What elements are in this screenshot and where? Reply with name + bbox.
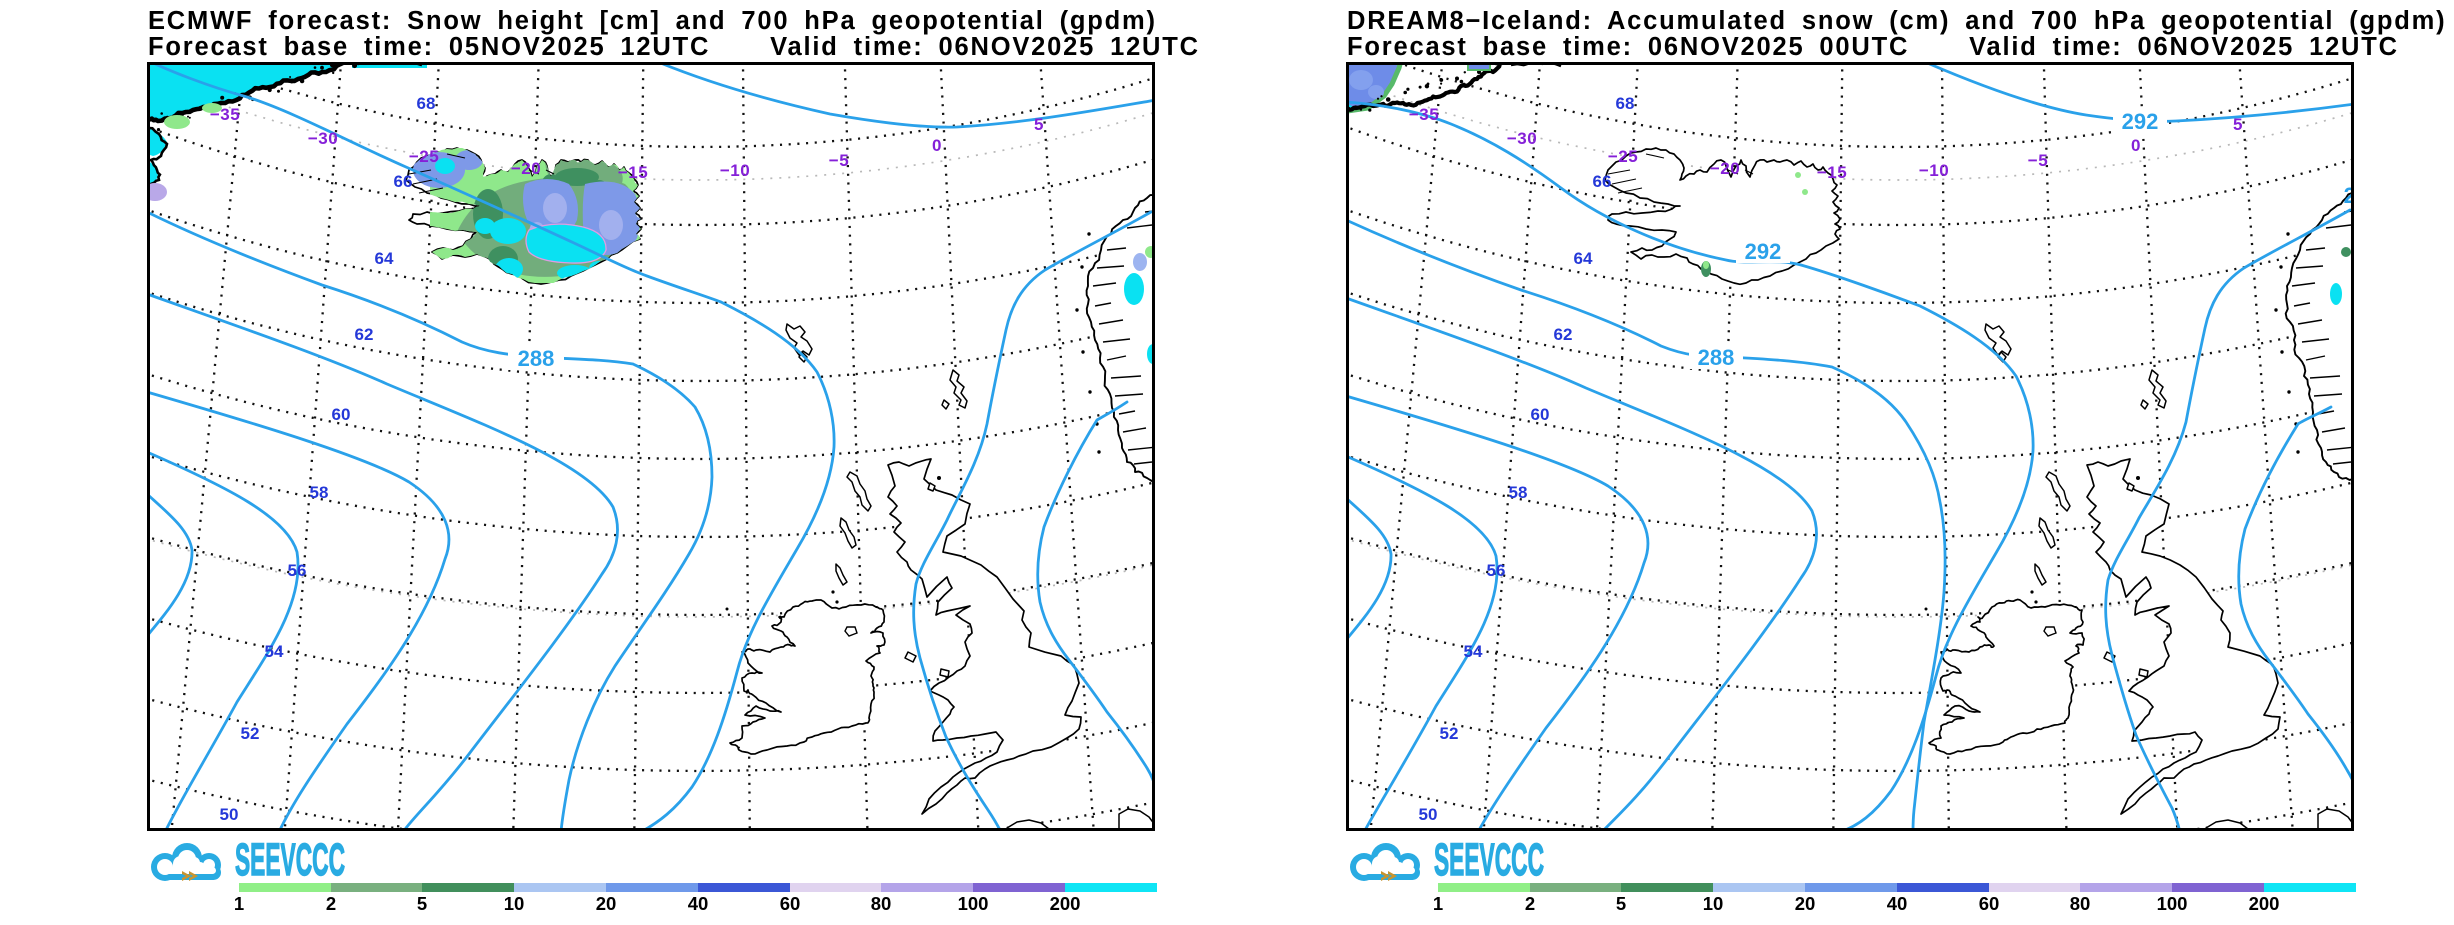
- svg-text:58: 58: [1509, 483, 1528, 502]
- svg-text:−35: −35: [210, 105, 240, 124]
- svg-text:0: 0: [932, 136, 942, 155]
- svg-text:64: 64: [1574, 249, 1593, 268]
- svg-text:52: 52: [1440, 724, 1459, 743]
- svg-text:288: 288: [518, 346, 555, 371]
- svg-text:56: 56: [288, 561, 307, 580]
- svg-text:62: 62: [355, 325, 374, 344]
- svg-text:−15: −15: [618, 163, 648, 182]
- svg-text:0: 0: [2131, 136, 2141, 155]
- svg-text:−20: −20: [511, 159, 541, 178]
- svg-text:5: 5: [1034, 115, 1044, 134]
- svg-text:66: 66: [394, 172, 413, 191]
- svg-text:−15: −15: [1817, 163, 1847, 182]
- svg-text:−25: −25: [409, 147, 439, 166]
- svg-text:−20: −20: [1710, 159, 1740, 178]
- svg-text:60: 60: [332, 405, 351, 424]
- svg-text:292: 292: [1745, 239, 1782, 264]
- svg-text:−5: −5: [2028, 151, 2048, 170]
- svg-text:−5: −5: [829, 151, 849, 170]
- svg-text:−25: −25: [1608, 147, 1638, 166]
- svg-text:−30: −30: [1507, 129, 1537, 148]
- svg-text:68: 68: [1616, 94, 1635, 113]
- svg-text:−10: −10: [720, 161, 750, 180]
- svg-text:292: 292: [2122, 109, 2159, 134]
- svg-text:288: 288: [1698, 345, 1735, 370]
- svg-text:54: 54: [265, 642, 284, 661]
- svg-text:56: 56: [1487, 561, 1506, 580]
- svg-text:54: 54: [1464, 642, 1483, 661]
- svg-text:292: 292: [2344, 183, 2354, 208]
- svg-text:−10: −10: [1919, 161, 1949, 180]
- svg-text:−30: −30: [308, 129, 338, 148]
- svg-text:SEEVCCC: SEEVCCC: [235, 841, 345, 881]
- svg-text:SEEVCCC: SEEVCCC: [1434, 841, 1544, 881]
- svg-text:50: 50: [220, 805, 239, 824]
- svg-text:50: 50: [1419, 805, 1438, 824]
- svg-text:58: 58: [310, 483, 329, 502]
- svg-text:−35: −35: [1409, 105, 1439, 124]
- svg-text:52: 52: [241, 724, 260, 743]
- svg-text:5: 5: [2233, 115, 2243, 134]
- svg-text:62: 62: [1554, 325, 1573, 344]
- svg-text:68: 68: [417, 94, 436, 113]
- svg-text:64: 64: [375, 249, 394, 268]
- svg-text:60: 60: [1531, 405, 1550, 424]
- svg-text:66: 66: [1593, 172, 1612, 191]
